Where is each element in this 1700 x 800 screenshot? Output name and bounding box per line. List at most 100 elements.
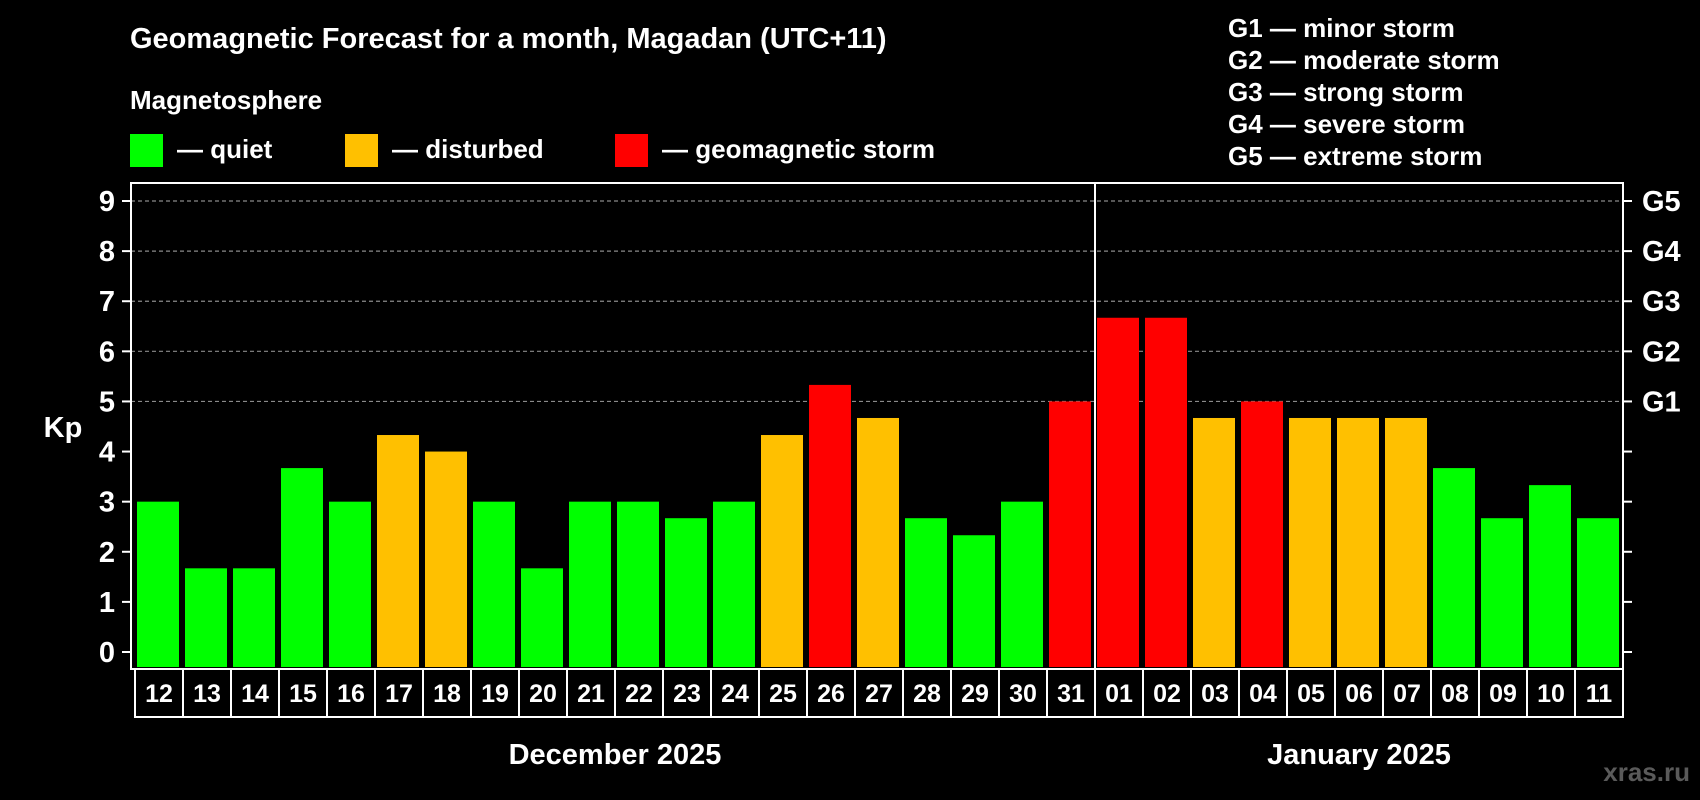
bar	[809, 384, 851, 667]
x-tick-label: 16	[337, 680, 365, 708]
bar	[665, 518, 707, 667]
y-tick-label: 3	[99, 487, 115, 519]
x-tick-label: 20	[529, 680, 557, 708]
x-tick-label: 05	[1297, 680, 1325, 708]
gridlines	[131, 200, 1623, 403]
bar	[761, 435, 803, 667]
storm-scale-item: G3 — strong storm	[1228, 77, 1463, 107]
bar	[1481, 518, 1523, 667]
bar	[521, 568, 563, 667]
y-tick-label: 4	[99, 437, 115, 469]
storm-scale-item: G5 — extreme storm	[1228, 141, 1482, 171]
y-tick-label: 8	[99, 236, 115, 268]
x-axis-day-labels: 12 13 14 15 16 17 18 19 20 21 22 23 24 25 26 27 28 29 30 31…	[134, 668, 1624, 718]
bar	[329, 501, 371, 667]
x-tick-label: 25	[769, 680, 797, 708]
bar	[425, 451, 467, 667]
x-tick-label: 26	[817, 680, 845, 708]
legend-label: — quiet	[177, 134, 273, 164]
bar	[137, 501, 179, 667]
y-tick-label: 0	[99, 637, 115, 669]
legend-label: — geomagnetic storm	[662, 134, 935, 164]
x-tick-label: 09	[1489, 680, 1517, 708]
storm-level-label: G4	[1642, 236, 1681, 268]
x-tick-label: 22	[625, 680, 653, 708]
x-tick-label: 24	[721, 680, 749, 708]
bar	[569, 501, 611, 667]
x-tick-label: 14	[241, 680, 269, 708]
x-tick-label: 30	[1009, 680, 1037, 708]
x-tick-label: 02	[1153, 680, 1181, 708]
month-label: December 2025	[509, 739, 722, 771]
bar	[377, 435, 419, 667]
bar	[1337, 417, 1379, 667]
chart-title: Geomagnetic Forecast for a month, Magada…	[130, 23, 887, 55]
bar	[1097, 317, 1139, 667]
bar	[1001, 501, 1043, 667]
x-tick-label: 08	[1441, 680, 1469, 708]
bar	[905, 518, 947, 667]
y-tick-label: 5	[99, 386, 115, 418]
x-tick-label: 31	[1057, 680, 1085, 708]
x-tick-label: 13	[193, 680, 221, 708]
legend-label: — disturbed	[392, 134, 544, 164]
x-tick-label: 21	[577, 680, 605, 708]
y-tick-label: 9	[99, 186, 115, 218]
y-axis-label: Kp	[44, 412, 83, 444]
x-tick-label: 29	[961, 680, 989, 708]
bar	[233, 568, 275, 667]
x-tick-label: 19	[481, 680, 509, 708]
bar	[281, 468, 323, 667]
storm-level-label: G2	[1642, 336, 1681, 368]
legend-heading: Magnetosphere	[130, 85, 322, 115]
legend-swatch	[130, 134, 163, 167]
month-label: January 2025	[1267, 739, 1451, 771]
x-label-box	[134, 668, 1624, 718]
x-tick-label: 06	[1345, 680, 1373, 708]
bar	[1145, 317, 1187, 667]
y-tick-label: 2	[99, 537, 115, 569]
bar	[1193, 417, 1235, 667]
legend: — quiet — disturbed — geomagnetic storm	[130, 134, 935, 167]
x-tick-label: 28	[913, 680, 941, 708]
storm-scale-item: G1 — minor storm	[1228, 13, 1455, 43]
bar	[857, 417, 899, 667]
storm-level-label: G5	[1642, 186, 1681, 218]
storm-level-label: G1	[1642, 386, 1681, 418]
bar	[1241, 401, 1283, 667]
bar	[1529, 485, 1571, 667]
x-axis-month-labels: December 2025 January 2025	[509, 739, 1451, 771]
x-tick-label: 04	[1249, 680, 1277, 708]
bar	[1385, 417, 1427, 667]
x-tick-label: 18	[433, 680, 461, 708]
y-axis-left: 0 1 2 3 4 5 6 7 8 9	[99, 186, 131, 669]
x-tick-label: 07	[1393, 680, 1421, 708]
bar	[473, 501, 515, 667]
y-tick-label: 7	[99, 286, 115, 318]
x-tick-label: 11	[1586, 680, 1613, 708]
y-tick-label: 1	[99, 587, 115, 619]
storm-scale-item: G4 — severe storm	[1228, 109, 1465, 139]
watermark: xras.ru	[1603, 757, 1690, 787]
x-tick-label: 03	[1201, 680, 1229, 708]
bars	[137, 317, 1619, 667]
storm-scale-item: G2 — moderate storm	[1228, 45, 1500, 75]
y-tick-label: 6	[99, 336, 115, 368]
x-tick-label: 15	[289, 680, 317, 708]
x-tick-label: 17	[385, 680, 413, 708]
legend-swatch	[345, 134, 378, 167]
bar	[713, 501, 755, 667]
bar	[185, 568, 227, 667]
y-axis-right-storm-levels: G1 G2 G3 G4 G5	[1623, 186, 1681, 653]
x-tick-label: 27	[865, 680, 893, 708]
bar	[953, 535, 995, 667]
x-tick-label: 12	[145, 680, 173, 708]
legend-swatch	[615, 134, 648, 167]
bar	[1577, 518, 1619, 667]
bar	[1433, 468, 1475, 667]
x-tick-label: 23	[673, 680, 701, 708]
bar	[1049, 401, 1091, 667]
bar	[617, 501, 659, 667]
